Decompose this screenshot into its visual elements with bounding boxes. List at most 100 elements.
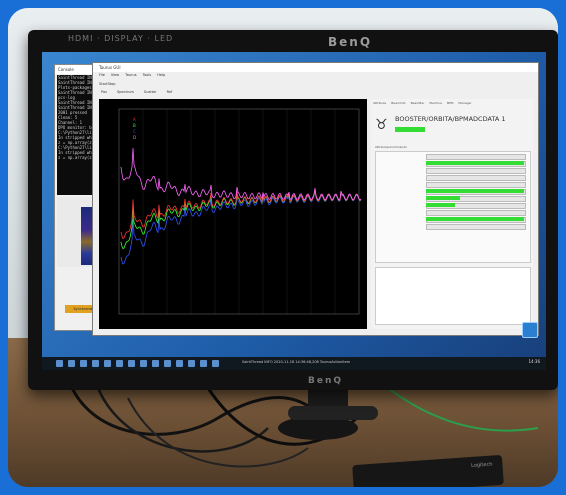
panel-tab[interactable]: Attribute (373, 101, 387, 105)
taurus-app-window[interactable]: Taurus GUI File View Taurus Tools Help Start… (92, 62, 539, 336)
inner-tab[interactable]: Commands (389, 145, 407, 149)
taskbar-app-icon[interactable] (80, 360, 87, 367)
console-line: Clean: 5 (58, 115, 78, 120)
attribute-value-bar (426, 202, 456, 207)
desktop-shortcut-icon[interactable] (522, 322, 538, 338)
panel-tab[interactable]: Machine (429, 101, 442, 105)
taskbar-app-icon[interactable] (116, 360, 123, 367)
plot-tab[interactable]: Scatter (143, 90, 157, 94)
console-line: z = np.array(z) (58, 155, 95, 160)
toolbar: StartStop (93, 79, 538, 89)
taurus-icon: ♉ (375, 117, 388, 133)
console-line: In stripped when d (58, 150, 102, 155)
cables (66, 377, 539, 468)
console-line: SaintThread INFO (58, 105, 97, 110)
attribute-value-box (426, 153, 526, 160)
legend-entry: B (133, 123, 136, 128)
attribute-list[interactable] (375, 151, 531, 263)
taskbar-app-icon[interactable] (104, 360, 111, 367)
monitor: HDMI · DISPLAY · LED BenQ Console SaintT… (28, 30, 558, 390)
attribute-row[interactable] (376, 180, 530, 188)
monitor-stand-neck (308, 390, 348, 410)
menu-item[interactable]: View (110, 73, 120, 77)
monitor-stand-base (288, 406, 378, 420)
attribute-value-bar (426, 195, 461, 200)
console-line: z = np.array(z) (58, 140, 95, 145)
attribute-row[interactable] (376, 222, 530, 230)
taskbar-app-icon[interactable] (212, 360, 219, 367)
taskbar-app-icon[interactable] (152, 360, 159, 367)
console-line: Channel: 1 (58, 120, 83, 125)
device-state-indicator (395, 127, 425, 132)
taskbar-app-icon[interactable] (200, 360, 207, 367)
device-name: BOOSTER/ORBITA/BPMADCDATA 1 (395, 115, 506, 123)
menu-item[interactable]: Taurus (125, 73, 137, 77)
legend-entry: C (133, 129, 136, 134)
attribute-row[interactable] (376, 215, 530, 223)
panel-tab[interactable]: BPM (446, 101, 454, 105)
attribute-value-bar (426, 160, 524, 165)
plot-tab[interactable]: Pos (101, 90, 107, 94)
taskbar-app-icon[interactable] (128, 360, 135, 367)
panel-tab[interactable]: BeamInfo (391, 101, 406, 105)
console-line: SaintThread INFO (58, 80, 97, 85)
panel-tab[interactable]: BeamBar (410, 101, 425, 105)
console-line: C:\Python27\lib\site (58, 145, 107, 150)
attribute-value-box (426, 167, 526, 174)
taskbar-app-icon[interactable] (56, 360, 63, 367)
log-area (375, 267, 531, 325)
taskbar-app-icon[interactable] (188, 360, 195, 367)
legend-entry: D (133, 135, 136, 140)
toolbar-button[interactable]: Stop (107, 82, 116, 86)
attribute-row[interactable] (376, 166, 530, 174)
synchronize-button[interactable]: Synchronize (65, 305, 103, 313)
plot-axes (118, 108, 360, 315)
attribute-row[interactable] (376, 201, 530, 209)
taskbar-app-icon[interactable] (164, 360, 171, 367)
console-line: pcs-log (58, 95, 75, 100)
attribute-row[interactable] (376, 208, 530, 216)
taskbar-app-icon[interactable] (68, 360, 75, 367)
console-line: DPO monitor: booster (58, 125, 107, 130)
attribute-value-box (426, 223, 526, 230)
app-title: Taurus GUI (93, 63, 538, 72)
taskbar-app-icon[interactable] (176, 360, 183, 367)
attribute-value-bar (426, 188, 524, 193)
console-line: In stripped when d (58, 135, 102, 140)
attribute-value-box (426, 181, 526, 188)
menu-item[interactable]: Tools (142, 73, 152, 77)
attribute-value-box (426, 209, 526, 216)
screen: Console SaintThread INFO SaintThread INFO… (42, 52, 546, 370)
console-line: Plots-packages/cad (58, 85, 102, 90)
panel-tabs: Attribute BeamInfo BeamBar Machine BPM Manage… (371, 99, 533, 107)
menu-item[interactable]: Help (157, 73, 166, 77)
attribute-value-box (426, 174, 526, 181)
panel-tab[interactable]: Manager (458, 101, 472, 105)
legend-entry: A (133, 117, 136, 122)
inner-tab[interactable]: Attributes (375, 145, 390, 149)
series-line-d (120, 148, 362, 201)
plot-tab[interactable]: Spectrum (116, 90, 134, 94)
attribute-row[interactable] (376, 187, 530, 195)
attribute-row[interactable] (376, 194, 530, 202)
console-line: SaintThread INFO (58, 100, 97, 105)
console-line: C:\Python27\lib\site (58, 130, 107, 135)
photo-frame: HDMI · DISPLAY · LED BenQ Console SaintT… (8, 8, 558, 487)
menu-item[interactable]: File (99, 73, 105, 77)
plot-tab[interactable]: Ref (166, 90, 173, 94)
attribute-value-bar (426, 216, 524, 221)
keyboard-brand: Logitech (470, 461, 493, 469)
taskbar-status: SaintThread INFO 2020-11-18 14:36:48,208… (242, 360, 351, 364)
monitor-brand-bottom: BenQ (308, 376, 344, 386)
bezel-label: HDMI · DISPLAY · LED (68, 34, 174, 43)
inner-tabs: AttributesCommands (375, 145, 407, 149)
taskbar-app-icon[interactable] (92, 360, 99, 367)
console-line: SaintThread INFO (58, 75, 97, 80)
attribute-row[interactable] (376, 159, 530, 167)
taskbar-app-icon[interactable] (140, 360, 147, 367)
attribute-row[interactable] (376, 173, 530, 181)
attribute-row[interactable] (376, 152, 530, 160)
toolbar-button[interactable]: Start (99, 82, 108, 86)
